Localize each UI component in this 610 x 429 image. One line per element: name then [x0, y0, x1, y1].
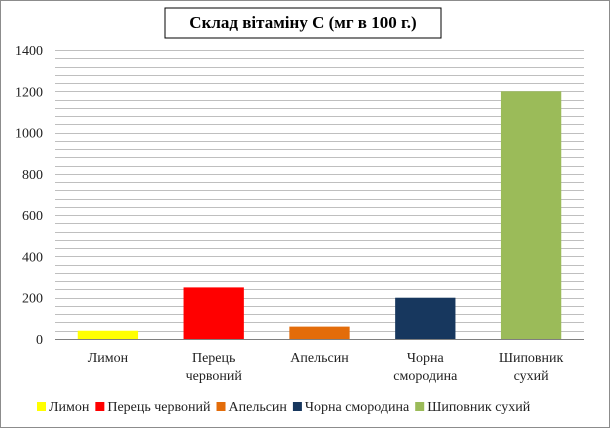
- x-category-label: Чорна: [407, 351, 445, 366]
- bars: [77, 91, 562, 340]
- bar: [77, 330, 139, 339]
- x-category-label: Лимон: [88, 351, 129, 366]
- y-tick-label: 1400: [15, 44, 43, 59]
- legend: Лимон Перець червоний Апельсин Чорна смород…: [37, 400, 531, 415]
- x-category-label: смородина: [393, 369, 458, 384]
- x-category-label: Перець: [192, 351, 235, 366]
- bar: [395, 297, 456, 339]
- x-category-label: Апельсин: [290, 351, 349, 366]
- legend-label: Шиповник сухий: [427, 400, 531, 415]
- chart-title-box: [164, 7, 442, 39]
- gridlines: [55, 50, 584, 340]
- y-tick-label: 400: [22, 250, 43, 265]
- legend-label: Апельсин: [229, 400, 288, 415]
- bar: [500, 91, 562, 340]
- x-category-label: Шиповник: [499, 351, 564, 366]
- bar: [183, 287, 244, 339]
- y-tick-label: 200: [22, 292, 43, 307]
- x-axis-labels: Лимон Перець червоний Апельсин Чорна смородин…: [88, 351, 564, 384]
- legend-label: Чорна смородина: [305, 400, 410, 415]
- legend-swatch: [415, 402, 425, 411]
- chart-title: Склад вітаміну С (мг в 100 г.): [189, 13, 416, 32]
- x-category-label: червоний: [186, 369, 243, 384]
- y-tick-label: 800: [22, 168, 43, 183]
- x-category-label: сухий: [514, 369, 550, 384]
- y-axis-ticks: 0 200 400 600 800 1000 1200 1400: [15, 44, 43, 348]
- legend-swatch: [37, 402, 46, 411]
- legend-label: Перець червоний: [107, 400, 211, 415]
- y-tick-label: 600: [22, 209, 43, 224]
- legend-swatch: [216, 402, 226, 411]
- y-tick-label: 1000: [15, 127, 43, 142]
- y-tick-label: 0: [36, 333, 43, 348]
- bar: [289, 326, 350, 339]
- legend-label: Лимон: [49, 400, 90, 415]
- legend-swatch: [95, 402, 105, 411]
- y-tick-label: 1200: [15, 85, 43, 100]
- legend-swatch: [292, 402, 302, 411]
